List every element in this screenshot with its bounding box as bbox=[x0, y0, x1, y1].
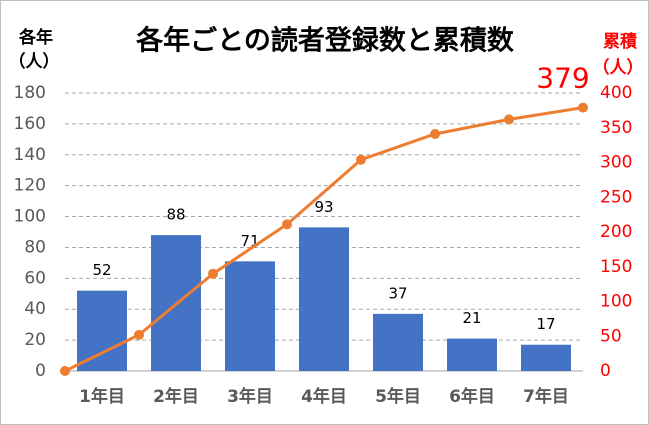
bar bbox=[373, 313, 423, 371]
bar bbox=[225, 261, 275, 371]
y-axis-label: （人） bbox=[9, 51, 60, 72]
y-axis-label: 各年 bbox=[18, 27, 53, 48]
y2-tick-label: 250 bbox=[600, 187, 632, 207]
y-tick-label: 120 bbox=[14, 176, 46, 196]
x-tick-label: 6年目 bbox=[449, 386, 495, 407]
y-tick-label: 0 bbox=[35, 361, 46, 381]
y-tick-label: 140 bbox=[14, 145, 46, 165]
x-tick-label: 1年目 bbox=[79, 386, 125, 407]
line-point bbox=[134, 329, 144, 340]
bar bbox=[521, 344, 571, 371]
x-tick-label: 2年目 bbox=[153, 386, 199, 407]
x-tick-label: 4年目 bbox=[301, 386, 347, 407]
x-tick-label: 7年目 bbox=[523, 386, 569, 407]
line-point bbox=[504, 114, 514, 125]
line bbox=[64, 106, 584, 373]
y-tick-label: 20 bbox=[24, 330, 46, 350]
y2-tick-label: 400 bbox=[600, 83, 632, 103]
y2-tick-label: 50 bbox=[600, 326, 622, 346]
y2-tick-label: 100 bbox=[600, 292, 632, 312]
y-tick-label: 60 bbox=[24, 268, 46, 288]
line-point bbox=[60, 366, 70, 376]
bar bbox=[77, 290, 127, 371]
data-label: 88 bbox=[166, 206, 185, 224]
line-point bbox=[430, 129, 440, 140]
line-point bbox=[208, 268, 218, 279]
y2-axis-label: 累積 bbox=[603, 31, 638, 52]
data-label: 17 bbox=[536, 315, 555, 333]
y2-tick-label: 350 bbox=[600, 118, 632, 138]
y2-tick-label: 300 bbox=[600, 153, 632, 173]
y-tick-label: 160 bbox=[14, 114, 46, 134]
bar bbox=[299, 227, 349, 371]
data-label: 52 bbox=[92, 261, 111, 279]
data-label: 21 bbox=[462, 309, 481, 327]
y2-tick-label: 150 bbox=[600, 257, 632, 277]
line-point bbox=[578, 102, 588, 113]
y2-axis-label: （人） bbox=[593, 57, 644, 78]
y-tick-label: 80 bbox=[24, 237, 46, 257]
line-point bbox=[282, 219, 292, 230]
data-label: 93 bbox=[314, 198, 333, 216]
data-label: 379 bbox=[536, 62, 589, 95]
y2-tick-label: 200 bbox=[600, 222, 632, 242]
line-point bbox=[356, 154, 366, 165]
bar bbox=[447, 338, 497, 371]
x-tick-label: 5年目 bbox=[375, 386, 421, 407]
x-tick-label: 3年目 bbox=[227, 386, 273, 407]
data-label: 71 bbox=[240, 232, 259, 250]
data-label: 37 bbox=[388, 284, 407, 302]
y-tick-label: 40 bbox=[24, 299, 46, 319]
y-tick-label: 100 bbox=[14, 207, 46, 227]
y-tick-label: 180 bbox=[14, 83, 46, 103]
chart-title: 各年ごとの読者登録数と累積数 bbox=[135, 25, 515, 57]
y2-tick-label: 0 bbox=[600, 361, 611, 381]
